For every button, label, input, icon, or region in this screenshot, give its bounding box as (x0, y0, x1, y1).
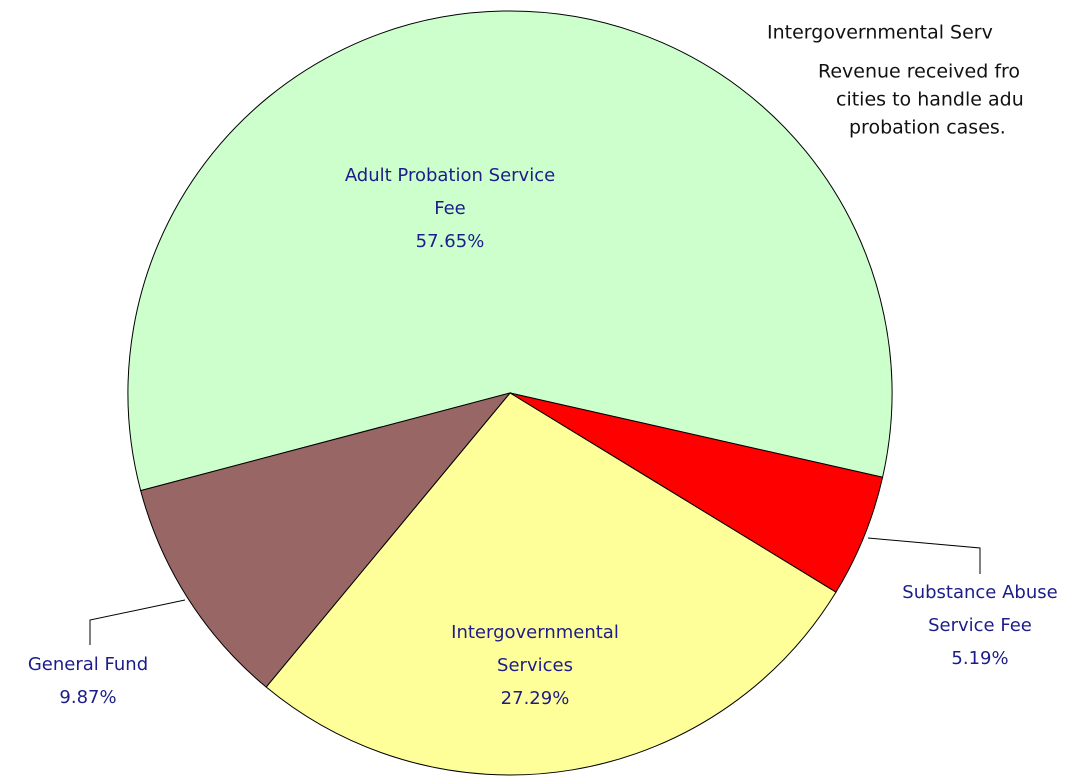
category-label: Intergovernmental Services (451, 622, 619, 676)
slice-label: Adult Probation Service Fee 57.65% (340, 159, 560, 258)
leader-line (867, 537, 981, 574)
slice-label: Substance Abuse Service Fee 5.19% (870, 576, 1087, 675)
pie-slice (127, 10, 893, 492)
slice-label: Intergovernmental Services 27.29% (415, 616, 655, 715)
tooltip-title: Intergovernmental Serv (767, 22, 993, 44)
value-label: 5.19% (951, 648, 1009, 669)
pie-slice (265, 392, 837, 776)
slice-label: General Fund 9.87% (0, 648, 176, 714)
category-label: Substance Abuse Service Fee (902, 582, 1058, 636)
value-label: 57.65% (415, 231, 485, 252)
category-label: General Fund (27, 654, 149, 675)
tooltip-line: cities to handle adu (836, 89, 1024, 111)
pie-slice (140, 392, 512, 688)
category-label: Adult Probation Service Fee (344, 165, 556, 219)
tooltip-line: probation cases. (849, 117, 1006, 139)
value-label: 27.29% (500, 688, 570, 709)
leader-line (89, 599, 186, 645)
tooltip-line: Revenue received fro (818, 61, 1020, 83)
value-label: 9.87% (59, 687, 117, 708)
